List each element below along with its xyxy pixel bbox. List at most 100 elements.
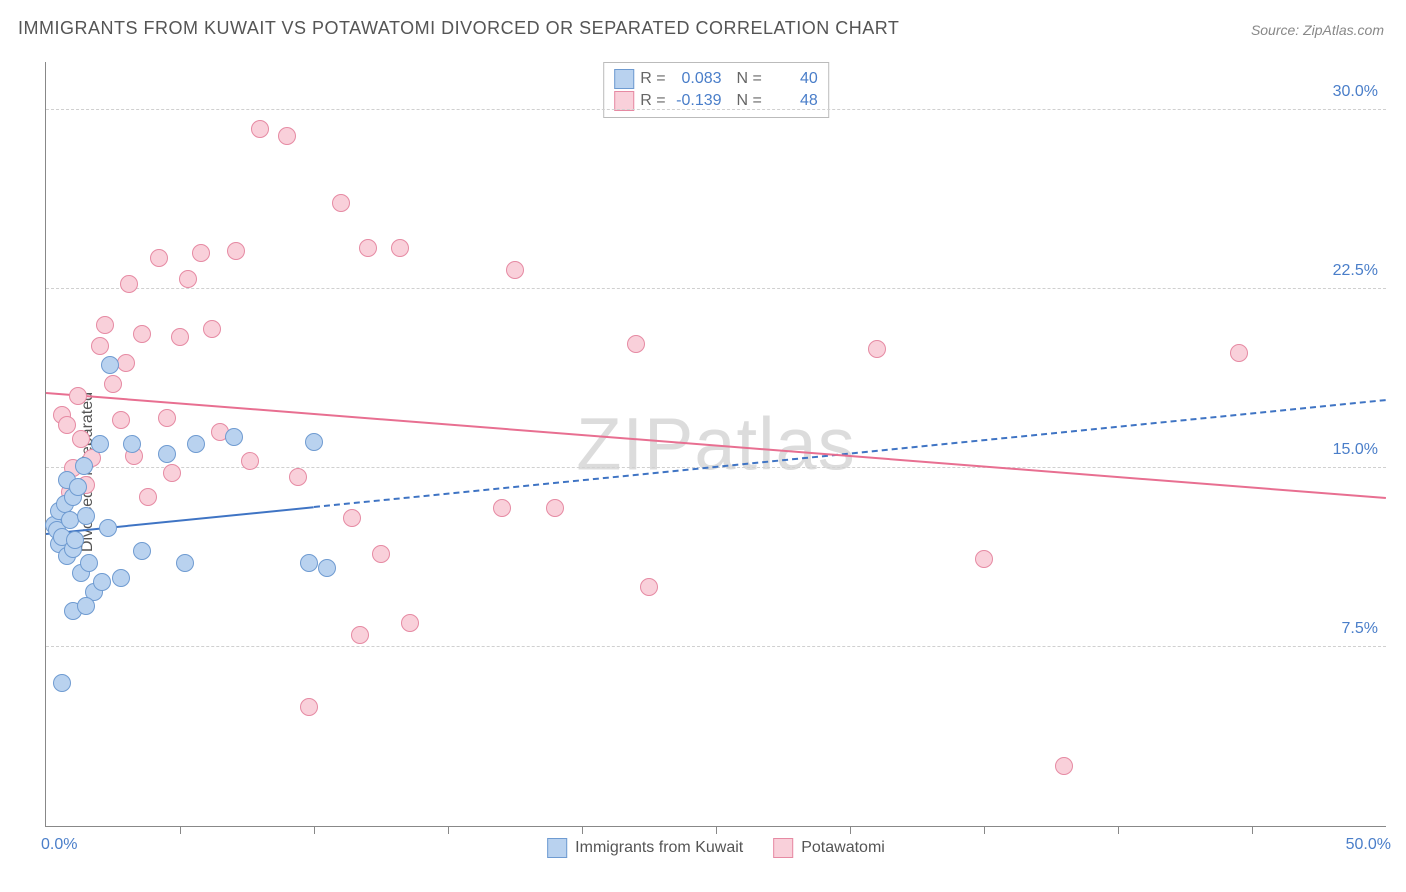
x-tick — [716, 826, 717, 834]
data-point — [158, 445, 176, 463]
stat-label: R = — [640, 70, 665, 88]
data-point — [359, 239, 377, 257]
x-tick — [582, 826, 583, 834]
data-point — [1230, 344, 1248, 362]
data-point — [1055, 757, 1073, 775]
data-point — [640, 578, 658, 596]
stat-n-value: 40 — [768, 70, 818, 88]
data-point — [77, 597, 95, 615]
data-point — [506, 261, 524, 279]
data-point — [391, 239, 409, 257]
trend-line-solid — [46, 392, 1386, 499]
data-point — [99, 519, 117, 537]
data-point — [112, 411, 130, 429]
data-point — [133, 325, 151, 343]
data-point — [179, 270, 197, 288]
data-point — [300, 554, 318, 572]
data-point — [158, 409, 176, 427]
stat-label: N = — [728, 70, 762, 88]
swatch-icon — [773, 838, 793, 858]
data-point — [318, 559, 336, 577]
data-point — [176, 554, 194, 572]
y-tick-label: 22.5% — [1333, 262, 1378, 280]
data-point — [53, 674, 71, 692]
trend-line-dashed — [314, 399, 1386, 508]
data-point — [112, 569, 130, 587]
x-tick — [1118, 826, 1119, 834]
data-point — [117, 354, 135, 372]
data-point — [80, 554, 98, 572]
data-point — [372, 545, 390, 563]
data-point — [343, 509, 361, 527]
data-point — [305, 433, 323, 451]
stat-label: N = — [728, 92, 762, 110]
data-point — [69, 387, 87, 405]
stat-r-value: -0.139 — [672, 92, 722, 110]
y-tick-label: 15.0% — [1333, 441, 1378, 459]
gridline — [46, 646, 1386, 647]
y-tick-label: 30.0% — [1333, 83, 1378, 101]
chart-title: IMMIGRANTS FROM KUWAIT VS POTAWATOMI DIV… — [18, 18, 899, 39]
data-point — [227, 242, 245, 260]
x-axis-max-label: 50.0% — [1346, 836, 1391, 854]
x-tick — [314, 826, 315, 834]
data-point — [351, 626, 369, 644]
data-point — [120, 275, 138, 293]
data-point — [101, 356, 119, 374]
data-point — [627, 335, 645, 353]
data-point — [58, 416, 76, 434]
source-attribution: Source: ZipAtlas.com — [1251, 22, 1384, 38]
data-point — [332, 194, 350, 212]
swatch-icon — [547, 838, 567, 858]
gridline — [46, 288, 1386, 289]
data-point — [868, 340, 886, 358]
x-tick — [850, 826, 851, 834]
data-point — [546, 499, 564, 517]
chart-container: Divorced or Separated ZIPatlas 0.0% 50.0… — [0, 52, 1406, 892]
data-point — [300, 698, 318, 716]
data-point — [91, 337, 109, 355]
gridline — [46, 109, 1386, 110]
data-point — [289, 468, 307, 486]
x-tick — [180, 826, 181, 834]
data-point — [171, 328, 189, 346]
legend-label: Immigrants from Kuwait — [575, 839, 743, 857]
data-point — [91, 435, 109, 453]
data-point — [133, 542, 151, 560]
stat-n-value: 48 — [768, 92, 818, 110]
data-point — [66, 531, 84, 549]
legend-item: Immigrants from Kuwait — [547, 838, 743, 858]
swatch-icon — [614, 69, 634, 89]
data-point — [975, 550, 993, 568]
data-point — [139, 488, 157, 506]
data-point — [203, 320, 221, 338]
x-axis-min-label: 0.0% — [41, 836, 77, 854]
data-point — [123, 435, 141, 453]
stat-r-value: 0.083 — [672, 70, 722, 88]
data-point — [163, 464, 181, 482]
x-tick — [984, 826, 985, 834]
data-point — [401, 614, 419, 632]
data-point — [278, 127, 296, 145]
legend-label: Potawatomi — [801, 839, 885, 857]
data-point — [72, 430, 90, 448]
data-point — [104, 375, 122, 393]
bottom-legend: Immigrants from Kuwait Potawatomi — [547, 838, 885, 858]
x-tick — [448, 826, 449, 834]
stats-row: R = 0.083 N = 40 — [614, 69, 818, 89]
legend-item: Potawatomi — [773, 838, 885, 858]
data-point — [69, 478, 87, 496]
y-tick-label: 7.5% — [1342, 620, 1378, 638]
data-point — [251, 120, 269, 138]
data-point — [96, 316, 114, 334]
data-point — [93, 573, 111, 591]
x-tick — [1252, 826, 1253, 834]
plot-area: ZIPatlas 0.0% 50.0% R = 0.083 N = 40 R =… — [45, 62, 1386, 827]
data-point — [192, 244, 210, 262]
data-point — [241, 452, 259, 470]
data-point — [187, 435, 205, 453]
data-point — [150, 249, 168, 267]
stat-label: R = — [640, 92, 665, 110]
data-point — [493, 499, 511, 517]
data-point — [77, 507, 95, 525]
